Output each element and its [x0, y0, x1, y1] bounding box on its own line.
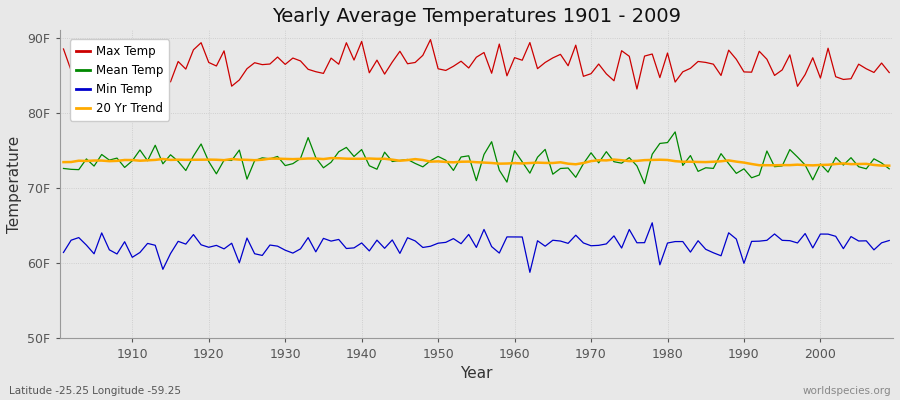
Text: Latitude -25.25 Longitude -59.25: Latitude -25.25 Longitude -59.25	[9, 386, 181, 396]
Title: Yearly Average Temperatures 1901 - 2009: Yearly Average Temperatures 1901 - 2009	[272, 7, 681, 26]
X-axis label: Year: Year	[460, 366, 492, 381]
Legend: Max Temp, Mean Temp, Min Temp, 20 Yr Trend: Max Temp, Mean Temp, Min Temp, 20 Yr Tre…	[69, 39, 169, 121]
Y-axis label: Temperature: Temperature	[7, 136, 22, 233]
Text: worldspecies.org: worldspecies.org	[803, 386, 891, 396]
